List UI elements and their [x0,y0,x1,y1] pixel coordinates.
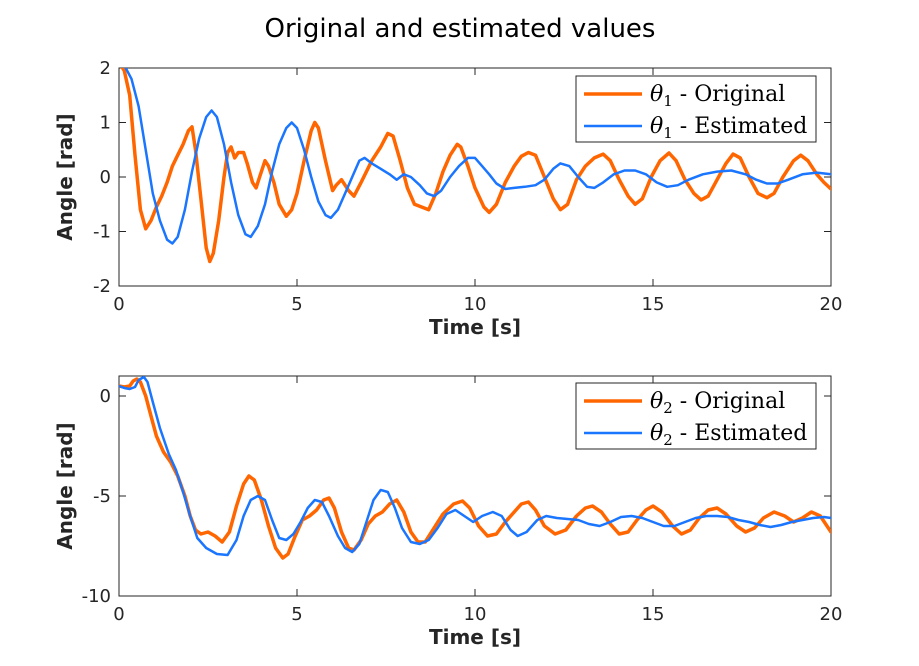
x-tick-label: 5 [291,294,302,315]
figure-title: Original and estimated values [265,14,656,44]
legend-subscript: 1 [663,92,673,110]
y-axis-label: Angle [rad] [53,422,77,549]
legend-entry-1: θ2 - Original [650,389,785,417]
x-tick-label: 0 [113,604,124,625]
legend-text: - Estimated [673,421,808,446]
legend-box [575,382,817,450]
legend-symbol: θ [650,421,663,446]
legend-entry-2: θ1 - Estimated [650,114,807,142]
x-tick-label: 10 [464,604,487,625]
y-tick-label: -1 [93,222,111,243]
y-tick-label: 1 [100,113,111,134]
x-tick-label: 15 [642,604,665,625]
series-line-2 [124,68,831,245]
x-tick-label: 15 [642,294,665,315]
x-tick-label: 20 [820,294,843,315]
y-tick-label: -2 [93,276,111,297]
subplot-2: 0 5 10 15 20 -10 -5 0 Time [s] Angle [rad] θ2 - Or… [53,375,843,649]
series-line-1 [119,377,831,560]
x-tick-label: 0 [113,294,124,315]
legend-symbol: θ [650,82,663,107]
legend-symbol: θ [650,114,663,139]
series-line-1 [120,68,831,264]
legend-symbol: θ [650,389,663,414]
legend-entry-1: θ1 - Original [650,82,785,110]
legend-subscript: 2 [663,399,673,417]
x-tick-label: 20 [820,604,843,625]
x-tick-label: 5 [291,604,302,625]
x-axis-label: Time [s] [429,625,521,649]
y-tick-label: -10 [82,586,111,607]
legend-subscript: 2 [663,431,673,449]
legend-text: - Estimated [673,114,808,139]
legend-box [575,75,817,143]
x-tick-label: 10 [464,294,487,315]
y-tick-label: 0 [100,386,111,407]
legend-entry-2: θ2 - Estimated [650,421,807,449]
x-axis-label: Time [s] [429,315,521,339]
series-line-2 [119,376,831,557]
legend-subscript: 1 [663,124,673,142]
y-tick-label: 0 [100,167,111,188]
y-axis-label: Angle [rad] [53,113,77,240]
legend-text: - Original [673,82,785,107]
y-tick-label: 2 [100,58,111,79]
y-tick-label: -5 [93,486,111,507]
legend-text: - Original [673,389,785,414]
